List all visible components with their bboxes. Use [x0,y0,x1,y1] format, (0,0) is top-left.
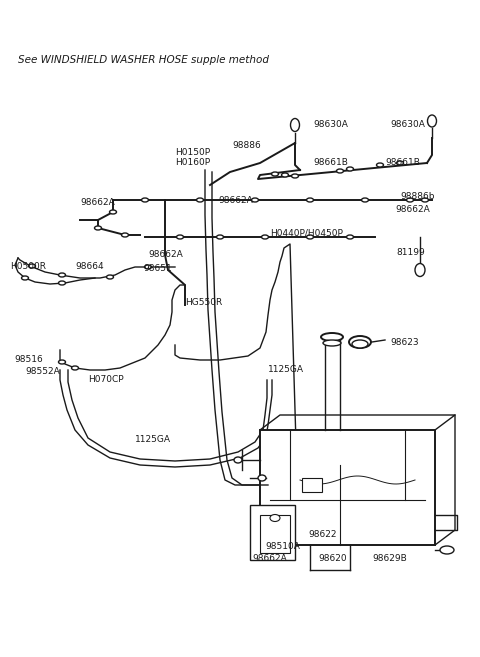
Text: 98552A: 98552A [25,367,60,376]
Text: 98662A: 98662A [252,554,287,563]
Text: 98630A: 98630A [313,120,348,129]
Text: 1125GA: 1125GA [135,435,171,444]
Ellipse shape [307,198,313,202]
Ellipse shape [144,265,152,269]
Bar [250,505,295,560]
Ellipse shape [281,173,288,177]
Text: H0500R: H0500R [10,262,46,271]
Ellipse shape [142,198,148,202]
Ellipse shape [336,169,344,173]
Ellipse shape [272,172,278,176]
Text: 98661B: 98661B [385,158,420,167]
Text: 98664: 98664 [75,262,104,271]
Text: 98662A: 98662A [148,250,183,259]
Ellipse shape [415,263,425,277]
Ellipse shape [396,161,404,165]
Ellipse shape [421,198,429,202]
Ellipse shape [291,174,299,178]
Text: 81199: 81199 [396,248,425,257]
Text: H0440P/H0450P: H0440P/H0450P [270,228,343,237]
Ellipse shape [440,546,454,554]
Ellipse shape [428,115,436,127]
Ellipse shape [290,118,300,131]
Text: HG550R: HG550R [185,298,222,307]
Ellipse shape [407,198,413,202]
Text: 98661B: 98661B [313,158,348,167]
Text: 98630A: 98630A [390,120,425,129]
Text: 98662A: 98662A [80,198,115,207]
Text: H0150P
H0160P: H0150P H0160P [175,148,210,168]
Text: H070CP: H070CP [88,375,124,384]
Ellipse shape [349,336,371,348]
Ellipse shape [307,235,313,239]
Text: 98662A: 98662A [218,196,253,205]
Ellipse shape [347,167,353,171]
Text: 98662A: 98662A [395,205,430,214]
Ellipse shape [59,281,65,285]
Ellipse shape [234,457,242,463]
Ellipse shape [121,233,129,237]
Text: 98629B: 98629B [372,554,407,563]
Ellipse shape [347,235,353,239]
Ellipse shape [59,360,65,364]
Bar [302,478,322,492]
Ellipse shape [59,273,65,277]
Ellipse shape [196,198,204,202]
Ellipse shape [109,210,117,214]
Ellipse shape [72,366,79,370]
Ellipse shape [262,235,268,239]
Ellipse shape [361,198,369,202]
Text: 98623: 98623 [390,338,419,347]
Ellipse shape [95,226,101,230]
Ellipse shape [321,333,343,341]
Ellipse shape [323,340,341,346]
Ellipse shape [258,475,266,481]
Ellipse shape [216,235,224,239]
Text: 1125GA: 1125GA [268,365,304,374]
Bar [260,515,290,553]
Text: 98620: 98620 [318,554,347,563]
Ellipse shape [107,275,113,279]
Ellipse shape [270,514,280,522]
Text: 98622: 98622 [308,530,336,539]
Ellipse shape [352,340,368,348]
Ellipse shape [252,198,259,202]
Text: 98651: 98651 [143,264,172,273]
Ellipse shape [177,235,183,239]
Bar [260,430,435,545]
Text: See WINDSHIELD WASHER HOSE supple method: See WINDSHIELD WASHER HOSE supple method [18,55,269,65]
Text: 98516: 98516 [14,355,43,364]
Ellipse shape [22,276,28,280]
Ellipse shape [28,264,36,268]
Text: 98510A: 98510A [265,542,300,551]
Text: 98886: 98886 [232,141,261,150]
Text: 98886b: 98886b [400,192,434,201]
Ellipse shape [376,163,384,167]
